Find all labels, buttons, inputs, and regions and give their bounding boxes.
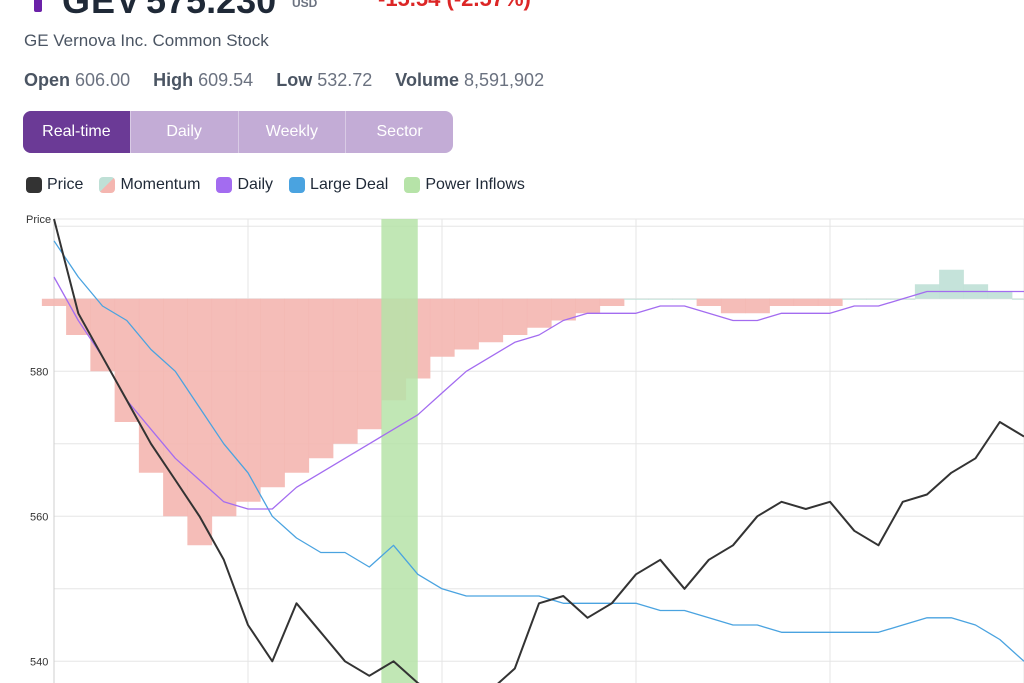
momentum-bar — [41, 298, 67, 306]
momentum-bar — [866, 298, 892, 300]
tab-sector[interactable]: Sector — [376, 123, 423, 140]
legend-swatch-large-deal — [289, 177, 306, 193]
company-name: GE Vernova Inc. Common Stock — [24, 31, 269, 50]
stat-low-value: 532.72 — [317, 70, 373, 90]
stat-open-label: Open — [24, 70, 71, 90]
quote-stats: Open 606.00 High 609.54 Low 532.72 Volum… — [24, 70, 562, 91]
momentum-bar — [793, 298, 819, 306]
momentum-bar — [284, 298, 310, 473]
momentum-bar — [502, 298, 528, 335]
series-line-large-deal — [53, 240, 1024, 662]
legend-item-price[interactable]: Price — [26, 176, 83, 194]
legend-item-daily[interactable]: Daily — [216, 176, 273, 194]
chart-legend: Price Momentum Daily Large Deal Power In… — [26, 175, 541, 195]
tab-daily[interactable]: Daily — [131, 111, 239, 153]
momentum-bar — [211, 298, 237, 517]
chart-labels: 540 560 580 Price — [26, 214, 51, 668]
momentum-bar — [769, 298, 795, 306]
momentum-bar — [187, 298, 213, 546]
power-inflow-band — [381, 219, 418, 683]
momentum-bar — [551, 298, 576, 321]
momentum-bar — [1011, 298, 1024, 300]
momentum-bar — [526, 298, 552, 328]
legend-label-power-inflows: Power Inflows — [425, 176, 525, 193]
momentum-bar — [648, 298, 673, 300]
momentum-bar — [696, 298, 722, 306]
series-line-daily — [53, 276, 1024, 510]
momentum-bar — [842, 298, 867, 300]
momentum-bar — [672, 298, 698, 300]
momentum-bar — [939, 269, 964, 299]
ticker-symbol: GEV — [62, 0, 142, 21]
momentum-bar — [454, 298, 479, 350]
momentum-bar — [745, 298, 770, 314]
stat-volume-label: Volume — [395, 70, 459, 90]
momentum-bar — [575, 298, 601, 314]
tab-real-time[interactable]: Real-time — [23, 111, 131, 153]
y-tick-label: 580 — [30, 366, 48, 378]
y-tick-label: 540 — [30, 656, 48, 668]
legend-swatch-momentum — [99, 177, 116, 193]
legend-label-daily: Daily — [237, 176, 274, 193]
momentum-bar — [260, 298, 285, 488]
momentum-bar — [599, 298, 625, 306]
stat-open-value: 606.00 — [75, 70, 131, 90]
y-axis-title: Price — [26, 214, 51, 226]
momentum-bar — [138, 298, 164, 473]
stat-high-value: 609.54 — [198, 70, 254, 90]
momentum-bar — [114, 298, 140, 422]
legend-swatch-daily — [216, 177, 233, 193]
price-change: -15.54 (-2.57%) — [378, 0, 531, 12]
tab-weekly[interactable]: Weekly — [239, 111, 347, 153]
momentum-bar — [817, 298, 843, 306]
y-tick-label: 560 — [30, 511, 48, 523]
momentum-bar — [90, 298, 116, 372]
stat-high-label: High — [153, 70, 194, 90]
timeframe-tabs: Real-time Daily Weekly Sector — [23, 111, 453, 153]
legend-item-large-deal[interactable]: Large Deal — [289, 176, 388, 194]
momentum-bar — [623, 298, 649, 300]
legend-item-momentum[interactable]: Momentum — [99, 176, 200, 194]
chart-lines — [53, 218, 1024, 683]
stat-volume-value: 8,591,902 — [464, 70, 545, 90]
legend-label-momentum: Momentum — [120, 176, 201, 193]
ticker-flag-icon — [34, 0, 42, 12]
legend-label-large-deal: Large Deal — [310, 176, 389, 193]
last-price: 575.230 — [146, 0, 277, 21]
series-line-price — [53, 218, 1024, 683]
momentum-bar — [235, 298, 261, 502]
legend-item-power-inflows[interactable]: Power Inflows — [404, 176, 525, 194]
momentum-bar — [720, 298, 746, 314]
momentum-bar — [478, 298, 504, 343]
momentum-bar — [332, 298, 358, 444]
legend-swatch-price — [26, 177, 42, 193]
momentum-bar — [163, 298, 188, 517]
chart-areas — [41, 219, 1024, 683]
legend-swatch-power-inflows — [404, 177, 421, 193]
currency-label: USD — [292, 0, 318, 10]
momentum-bar — [987, 291, 1013, 299]
momentum-bar — [429, 298, 455, 357]
stat-low-label: Low — [276, 70, 313, 90]
quote-header: GEV 575.230 USD -15.54 (-2.57%) — [0, 0, 1024, 21]
legend-label-price: Price — [47, 176, 84, 193]
momentum-bar — [357, 298, 382, 430]
momentum-bar — [308, 298, 334, 459]
